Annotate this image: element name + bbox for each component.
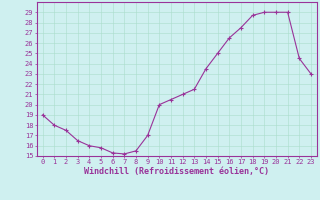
X-axis label: Windchill (Refroidissement éolien,°C): Windchill (Refroidissement éolien,°C) — [84, 167, 269, 176]
